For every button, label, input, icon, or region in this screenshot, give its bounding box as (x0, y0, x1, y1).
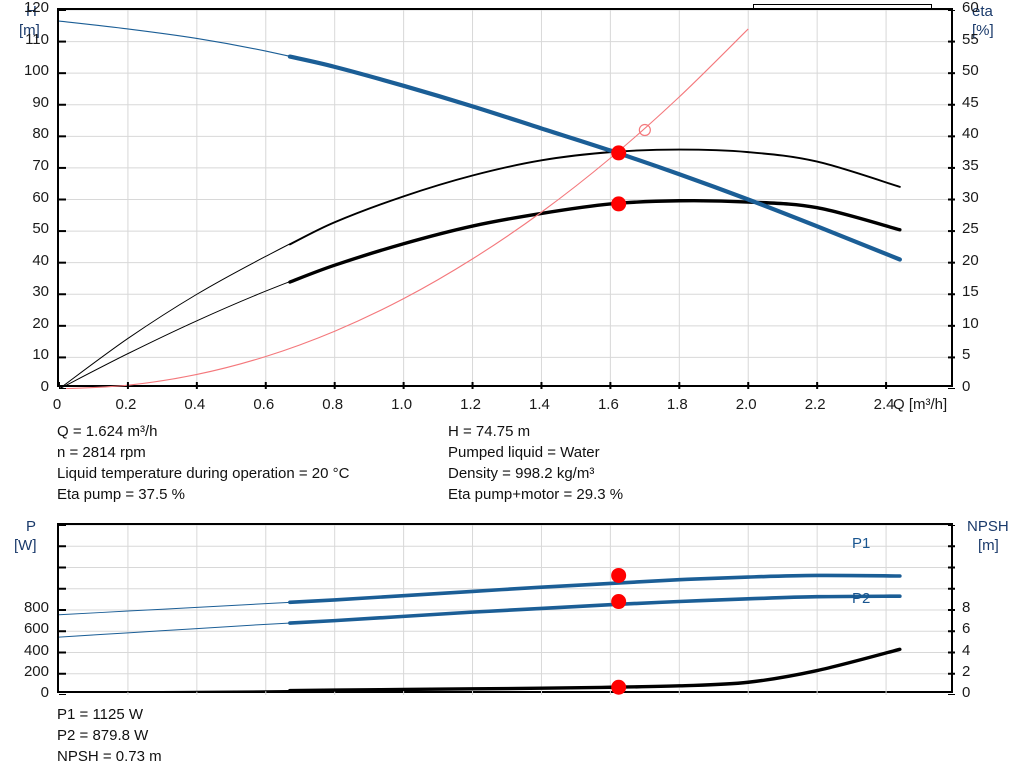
xtick-0.2: 0.2 (115, 396, 137, 413)
top-right-axis-unit: [%] (972, 22, 994, 39)
info-p1: P1 = 1125 W (57, 706, 144, 723)
xtick-2.2: 2.2 (804, 396, 826, 413)
xtick-0.6: 0.6 (253, 396, 275, 413)
info-p2: P2 = 879.8 W (57, 727, 149, 744)
ytick-h-0: 0 (40, 378, 49, 395)
top-right-axis-name: eta (972, 3, 993, 20)
ytick-eta-25: 25 (962, 220, 979, 238)
ytick-h-50: 50 (32, 220, 49, 238)
p2-curve-label: P2 (852, 590, 871, 607)
info-h: H = 74.75 m (448, 423, 531, 440)
bottom-right-axis-unit: [m] (978, 537, 999, 554)
xtick-1.2: 1.2 (460, 396, 481, 413)
ytick-h-120: 120 (23, 0, 49, 16)
xtick-1.0: 1.0 (391, 396, 413, 413)
power-npsh-plot-area (57, 523, 955, 695)
info-eta-pump-motor: Eta pump+motor = 29.3 % (448, 486, 624, 503)
ytick-h-80: 80 (32, 125, 49, 143)
ytick-eta-55: 55 (962, 30, 979, 48)
ytick-eta-20: 20 (962, 251, 979, 269)
head-eta-chart-svg (59, 10, 955, 389)
head-eta-plot-area (57, 8, 955, 389)
power-npsh-chart-svg (59, 525, 955, 695)
ytick-h-110: 110 (25, 30, 49, 48)
ytick-eta-35: 35 (962, 156, 979, 174)
info-n: n = 2814 rpm (57, 444, 146, 461)
bottom-left-axis-name: P (26, 518, 37, 535)
xtick-1.8: 1.8 (666, 396, 688, 413)
info-q: Q = 1.624 m³/h (57, 423, 158, 440)
ytick-eta-0: 0 (962, 378, 971, 395)
ytick-h-60: 60 (32, 188, 49, 206)
ytick-eta-60: 60 (962, 0, 979, 16)
ytick-h-10: 10 (32, 346, 49, 364)
ytick-eta-5: 5 (962, 346, 971, 364)
ytick-h-20: 20 (32, 314, 49, 332)
ytick-eta-10: 10 (962, 314, 979, 332)
ytick-eta-45: 45 (962, 93, 979, 111)
bottom-right-axis-name: NPSH (967, 518, 1009, 535)
ytick-p-200: 200 (23, 662, 49, 680)
ytick-npsh-4: 4 (962, 641, 971, 659)
info-density: Density = 998.2 kg/m³ (448, 465, 595, 482)
ytick-p-800: 800 (23, 599, 49, 616)
top-left-axis-name: H (26, 3, 37, 20)
p1-curve-label: P1 (852, 535, 871, 552)
ytick-h-90: 90 (32, 93, 49, 111)
ytick-p-0: 0 (40, 684, 49, 701)
ytick-h-40: 40 (32, 251, 49, 269)
ytick-eta-30: 30 (962, 188, 979, 206)
xtick-2.4: 2.4 (873, 396, 895, 413)
ytick-p-400: 400 (23, 641, 49, 659)
ytick-eta-15: 15 (962, 283, 979, 301)
x-axis-label: Q [m³/h] (893, 396, 948, 413)
ytick-h-30: 30 (32, 283, 49, 301)
ytick-h-100: 100 (23, 62, 49, 80)
info-liquid-temp: Liquid temperature during operation = 20… (57, 465, 350, 482)
ytick-h-70: 70 (32, 156, 49, 174)
xtick-0.4: 0.4 (184, 396, 206, 413)
ytick-npsh-8: 8 (962, 599, 971, 616)
top-left-axis-unit: [m] (19, 22, 40, 39)
info-pumped-liquid: Pumped liquid = Water (448, 444, 600, 461)
ytick-npsh-2: 2 (962, 662, 971, 680)
ytick-eta-50: 50 (962, 62, 979, 80)
ytick-npsh-6: 6 (962, 620, 971, 638)
info-npsh: NPSH = 0.73 m (57, 748, 162, 765)
info-eta-pump: Eta pump = 37.5 % (57, 486, 185, 503)
ytick-npsh-0: 0 (962, 684, 971, 701)
xtick-0: 0 (52, 396, 62, 413)
xtick-1.4: 1.4 (529, 396, 550, 413)
bottom-left-axis-unit: [W] (14, 537, 37, 554)
ytick-p-600: 600 (23, 620, 49, 638)
xtick-2.0: 2.0 (735, 396, 757, 413)
ytick-eta-40: 40 (962, 125, 979, 143)
xtick-1.6: 1.6 (597, 396, 619, 413)
xtick-0.8: 0.8 (322, 396, 344, 413)
